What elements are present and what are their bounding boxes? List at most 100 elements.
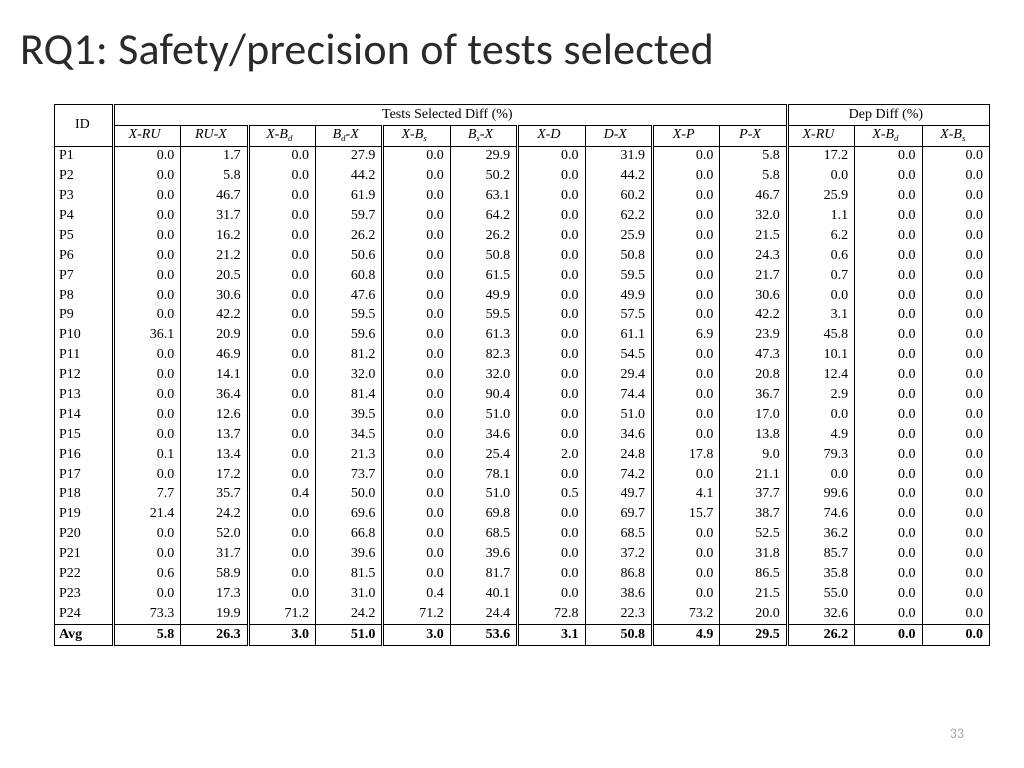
cell: 25.9 xyxy=(585,226,652,246)
row-id: P11 xyxy=(55,346,114,366)
cell: 0.0 xyxy=(652,346,719,366)
cell: 0.0 xyxy=(383,366,450,386)
cell: 0.0 xyxy=(383,266,450,286)
cell: 45.8 xyxy=(787,326,854,346)
cell: 47.3 xyxy=(720,346,787,366)
cell: 0.0 xyxy=(383,385,450,405)
cell: 6.2 xyxy=(787,226,854,246)
cell: 0.0 xyxy=(248,346,315,366)
cell: 17.0 xyxy=(720,405,787,425)
row-id: P10 xyxy=(55,326,114,346)
cell: 52.0 xyxy=(181,525,248,545)
cell: 0.0 xyxy=(787,465,854,485)
cell: 61.3 xyxy=(450,326,517,346)
cell: 32.0 xyxy=(315,366,382,386)
cell: 0.0 xyxy=(787,405,854,425)
cell: 6.9 xyxy=(652,326,719,346)
cell: 36.1 xyxy=(113,326,180,346)
cell: 81.7 xyxy=(450,565,517,585)
cell: 0.0 xyxy=(518,346,585,366)
cell: 0.0 xyxy=(518,167,585,187)
cell: 3.0 xyxy=(383,625,450,646)
cell: 82.3 xyxy=(450,346,517,366)
cell: 31.7 xyxy=(181,206,248,226)
cell: 64.2 xyxy=(450,206,517,226)
cell: 0.0 xyxy=(113,266,180,286)
cell: 0.0 xyxy=(855,625,922,646)
cell: 0.0 xyxy=(518,385,585,405)
cell: 0.0 xyxy=(113,306,180,326)
cell: 0.0 xyxy=(383,286,450,306)
cell: 0.0 xyxy=(922,246,989,266)
cell: 0.0 xyxy=(383,525,450,545)
page-title: RQ1: Safety/precision of tests selected xyxy=(0,0,1024,76)
cell: 20.9 xyxy=(181,326,248,346)
cell: 0.0 xyxy=(922,445,989,465)
table-row: P160.113.40.021.30.025.42.024.817.89.079… xyxy=(55,445,990,465)
cell: 20.8 xyxy=(720,366,787,386)
cell: 60.2 xyxy=(585,187,652,207)
table-row: P60.021.20.050.60.050.80.050.80.024.30.6… xyxy=(55,246,990,266)
cell: 0.0 xyxy=(922,625,989,646)
cell: 46.7 xyxy=(720,187,787,207)
cell: 0.0 xyxy=(652,405,719,425)
cell: 0.0 xyxy=(922,385,989,405)
cell: 0.0 xyxy=(113,246,180,266)
cell: 0.0 xyxy=(855,187,922,207)
cell: 0.0 xyxy=(383,167,450,187)
cell: 51.0 xyxy=(450,405,517,425)
row-id: P12 xyxy=(55,366,114,386)
cell: 19.9 xyxy=(181,604,248,624)
cell: 3.1 xyxy=(518,625,585,646)
cell: 0.7 xyxy=(787,266,854,286)
cell: 0.4 xyxy=(248,485,315,505)
page-number: 33 xyxy=(950,725,964,742)
cell: 0.0 xyxy=(383,565,450,585)
cell: 32.0 xyxy=(720,206,787,226)
cell: 17.8 xyxy=(652,445,719,465)
cell: 0.0 xyxy=(855,465,922,485)
cell: 36.2 xyxy=(787,525,854,545)
cell: 0.0 xyxy=(383,445,450,465)
cell: 74.6 xyxy=(787,505,854,525)
cell: 0.0 xyxy=(855,505,922,525)
cell: 0.0 xyxy=(383,226,450,246)
cell: 21.1 xyxy=(720,465,787,485)
table-row: P210.031.70.039.60.039.60.037.20.031.885… xyxy=(55,545,990,565)
cell: 15.7 xyxy=(652,505,719,525)
cell: 21.5 xyxy=(720,584,787,604)
row-id: P14 xyxy=(55,405,114,425)
cell: 17.3 xyxy=(181,584,248,604)
table-header: ID Tests Selected Diff (%) Dep Diff (%) … xyxy=(55,105,990,147)
cell: 4.9 xyxy=(787,425,854,445)
cell: 0.0 xyxy=(652,266,719,286)
cell: 50.8 xyxy=(450,246,517,266)
cell: 0.0 xyxy=(922,604,989,624)
table-row: P40.031.70.059.70.064.20.062.20.032.01.1… xyxy=(55,206,990,226)
cell: 0.0 xyxy=(518,545,585,565)
cell: 0.0 xyxy=(855,206,922,226)
cell: 21.4 xyxy=(113,505,180,525)
cell: 0.0 xyxy=(922,584,989,604)
cell: 0.0 xyxy=(787,167,854,187)
cell: 24.3 xyxy=(720,246,787,266)
cell: 44.2 xyxy=(315,167,382,187)
cell: 24.4 xyxy=(450,604,517,624)
cell: 0.0 xyxy=(855,306,922,326)
cell: 51.0 xyxy=(585,405,652,425)
cell: 0.0 xyxy=(855,584,922,604)
cell: 50.6 xyxy=(315,246,382,266)
cell: 17.2 xyxy=(181,465,248,485)
cell: 0.0 xyxy=(518,565,585,585)
column-header: Bs-X xyxy=(450,125,517,146)
column-header: X-RU xyxy=(787,125,854,146)
cell: 0.0 xyxy=(518,146,585,166)
cell: 0.0 xyxy=(652,366,719,386)
cell: 61.1 xyxy=(585,326,652,346)
cell: 0.0 xyxy=(652,545,719,565)
cell: 0.0 xyxy=(855,266,922,286)
cell: 0.0 xyxy=(855,485,922,505)
cell: 0.0 xyxy=(652,286,719,306)
cell: 0.0 xyxy=(113,366,180,386)
cell: 50.0 xyxy=(315,485,382,505)
